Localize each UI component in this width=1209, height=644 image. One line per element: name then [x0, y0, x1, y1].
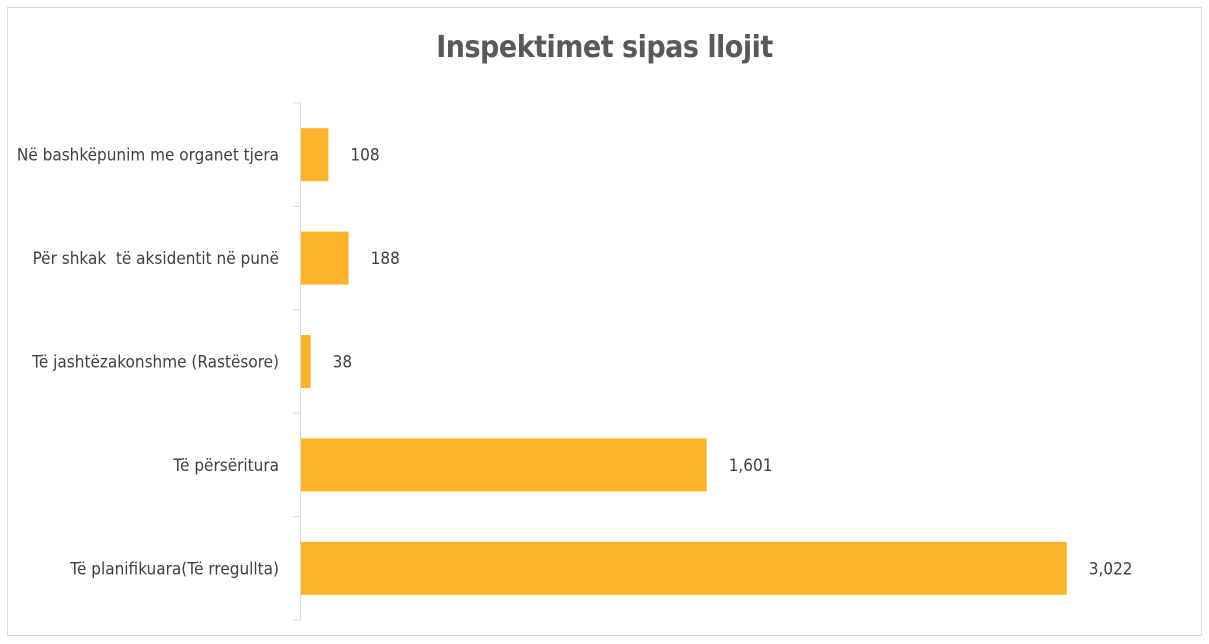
data-label: 188: [371, 249, 400, 269]
bar: [301, 231, 349, 285]
data-label: 108: [350, 146, 379, 166]
bar: [301, 438, 707, 492]
bar: [301, 541, 1067, 595]
bar: [301, 335, 311, 388]
data-label: 1,601: [729, 456, 773, 476]
data-label: 38: [333, 353, 352, 373]
category-label: Për shkak të aksidentit në punë: [33, 249, 279, 269]
chart-frame: [7, 7, 1202, 636]
chart-title: Inspektimet sipas llojit: [436, 30, 773, 65]
category-label: Të planifikuara(Të rregullta): [69, 559, 279, 579]
bar: [301, 128, 329, 182]
data-label: 3,022: [1089, 559, 1133, 579]
category-label: Në bashkëpunim me organet tjera: [17, 146, 279, 166]
category-label: Të përsëritura: [172, 456, 279, 476]
category-label: Të jashtëzakonshme (Rastësore): [31, 353, 279, 373]
